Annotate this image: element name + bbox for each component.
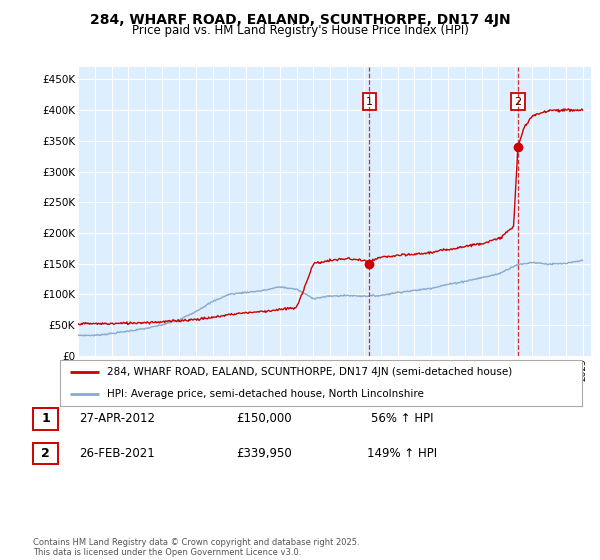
Text: 1: 1: [366, 97, 373, 107]
Text: Contains HM Land Registry data © Crown copyright and database right 2025.
This d: Contains HM Land Registry data © Crown c…: [33, 538, 359, 557]
Text: 149% ↑ HPI: 149% ↑ HPI: [367, 447, 437, 460]
Text: 26-FEB-2021: 26-FEB-2021: [79, 447, 155, 460]
Text: 56% ↑ HPI: 56% ↑ HPI: [371, 412, 433, 426]
Text: £339,950: £339,950: [236, 447, 292, 460]
Text: Price paid vs. HM Land Registry's House Price Index (HPI): Price paid vs. HM Land Registry's House …: [131, 24, 469, 37]
Text: 1: 1: [41, 412, 50, 426]
Text: 2: 2: [41, 447, 50, 460]
Text: 2: 2: [514, 97, 521, 107]
Text: £150,000: £150,000: [236, 412, 292, 426]
Text: 284, WHARF ROAD, EALAND, SCUNTHORPE, DN17 4JN (semi-detached house): 284, WHARF ROAD, EALAND, SCUNTHORPE, DN1…: [107, 367, 512, 377]
Text: 284, WHARF ROAD, EALAND, SCUNTHORPE, DN17 4JN: 284, WHARF ROAD, EALAND, SCUNTHORPE, DN1…: [89, 13, 511, 27]
Text: 27-APR-2012: 27-APR-2012: [79, 412, 155, 426]
Text: HPI: Average price, semi-detached house, North Lincolnshire: HPI: Average price, semi-detached house,…: [107, 389, 424, 399]
